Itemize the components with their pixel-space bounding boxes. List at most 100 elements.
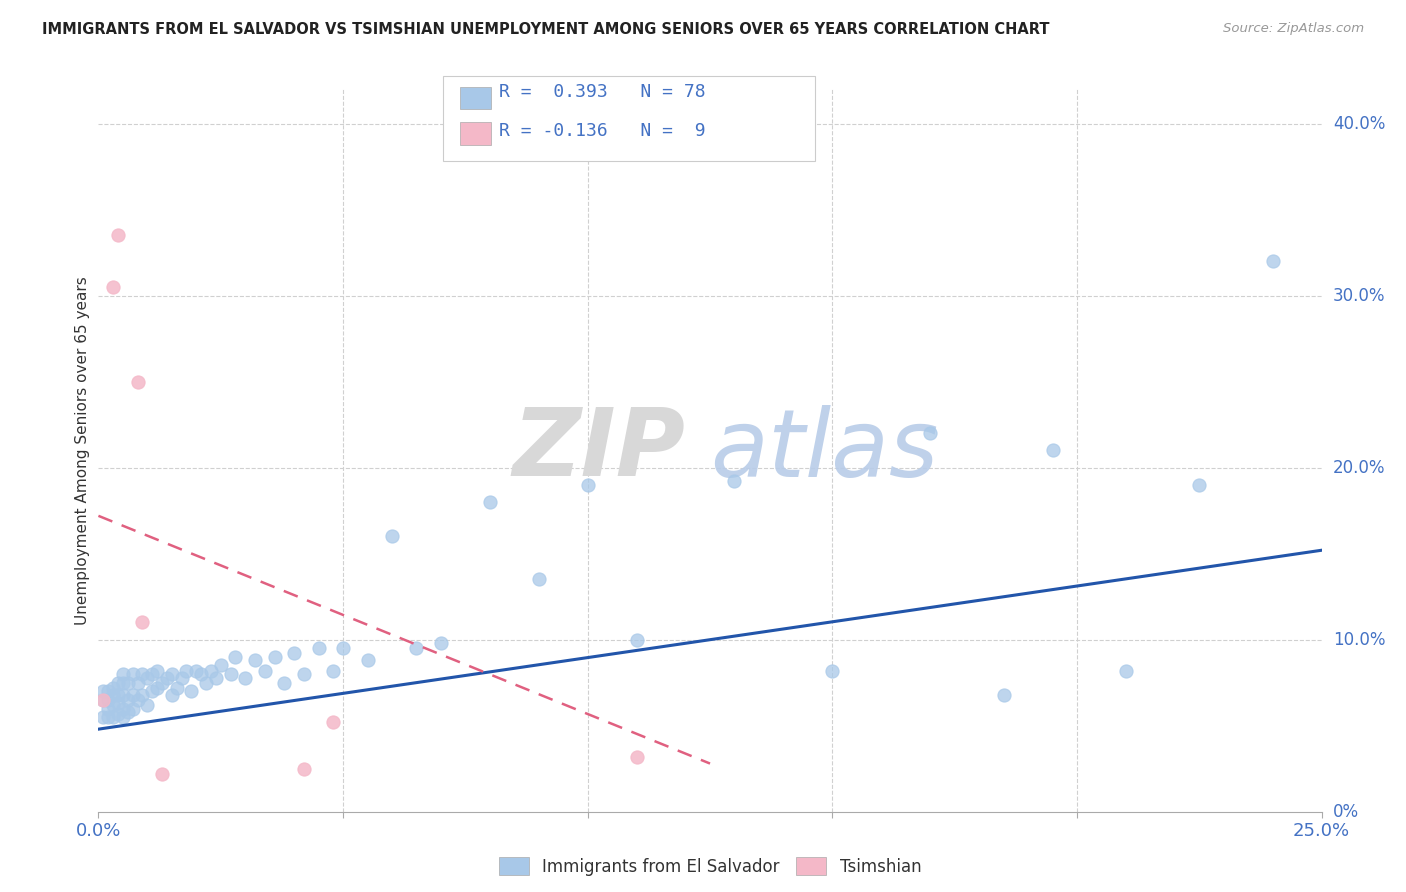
Point [478,495,501,509]
Point [356,653,378,667]
Y-axis label: Unemployment Among Seniors over 65 years: Unemployment Among Seniors over 65 years [75,277,90,624]
Point [180,684,202,698]
Point [253,664,276,678]
Point [527,573,550,587]
Point [91,710,114,724]
Point [117,693,139,707]
Point [292,667,315,681]
Point [156,671,179,685]
Text: ZIP: ZIP [513,404,686,497]
Point [150,675,173,690]
Point [292,762,315,776]
Point [141,684,163,698]
Point [723,475,745,489]
Point [332,641,354,656]
Point [160,688,183,702]
Point [111,701,134,715]
Point [97,701,120,715]
Point [233,671,256,685]
Point [626,749,648,764]
Legend: Immigrants from El Salvador, Tsimshian: Immigrants from El Salvador, Tsimshian [499,857,921,876]
Point [136,698,159,712]
Point [107,688,129,702]
Point [205,671,228,685]
Point [121,667,143,681]
Point [186,664,208,678]
Point [190,667,212,681]
Text: atlas: atlas [710,405,938,496]
Point [322,664,344,678]
Point [136,671,159,685]
Point [97,684,120,698]
Text: 0%: 0% [1333,803,1358,821]
Point [308,641,330,656]
Point [97,710,120,724]
Point [131,615,153,630]
Text: 20.0%: 20.0% [1333,458,1385,476]
Point [1261,254,1284,268]
Point [91,684,114,698]
Point [101,698,124,712]
Point [322,715,344,730]
Point [283,647,305,661]
Text: 30.0%: 30.0% [1333,286,1385,305]
Point [170,671,193,685]
Point [243,653,266,667]
Point [141,667,163,681]
Point [91,693,114,707]
Point [381,529,404,543]
Point [111,710,134,724]
Point [131,667,153,681]
Point [121,701,143,715]
Point [111,675,134,690]
Point [101,280,124,294]
Point [111,667,134,681]
Point [209,658,232,673]
Point [150,767,173,781]
Point [821,664,844,678]
Point [127,693,149,707]
Point [176,664,198,678]
Text: R = -0.136   N =  9: R = -0.136 N = 9 [499,122,706,140]
Point [107,675,129,690]
Point [430,636,453,650]
Point [993,688,1015,702]
Point [200,664,222,678]
Point [1115,664,1137,678]
Point [146,664,169,678]
Point [263,649,285,664]
Point [107,696,129,710]
Point [121,688,143,702]
Point [101,710,124,724]
Point [131,688,153,702]
Point [146,681,169,695]
Point [97,693,120,707]
Point [101,681,124,695]
Point [107,706,129,721]
Point [219,667,242,681]
Point [626,632,648,647]
Point [107,228,129,243]
Point [111,688,134,702]
Text: 10.0%: 10.0% [1333,631,1385,648]
Point [91,693,114,707]
Text: 40.0%: 40.0% [1333,114,1385,133]
Point [405,641,427,656]
Point [127,375,149,389]
Point [166,681,188,695]
Text: R =  0.393   N = 78: R = 0.393 N = 78 [499,83,706,101]
Point [127,675,149,690]
Point [224,649,246,664]
Text: IMMIGRANTS FROM EL SALVADOR VS TSIMSHIAN UNEMPLOYMENT AMONG SENIORS OVER 65 YEAR: IMMIGRANTS FROM EL SALVADOR VS TSIMSHIAN… [42,22,1050,37]
Point [160,667,183,681]
Point [117,675,139,690]
Point [1188,478,1211,492]
Point [101,688,124,702]
Point [1042,443,1064,458]
Point [576,478,599,492]
Text: Source: ZipAtlas.com: Source: ZipAtlas.com [1223,22,1364,36]
Point [195,675,218,690]
Point [273,675,295,690]
Point [920,426,942,441]
Point [117,705,139,719]
